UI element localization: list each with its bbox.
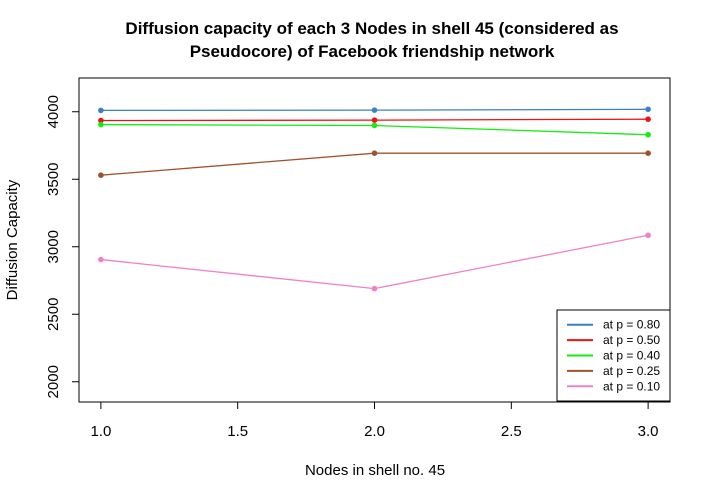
x-tick-label: 1.0	[90, 423, 111, 440]
data-point	[98, 121, 104, 128]
data-point	[98, 172, 104, 178]
data-point	[371, 150, 378, 156]
data-point	[371, 107, 378, 113]
y-axis: 2000 2500 3000 3500 4000	[45, 95, 80, 398]
y-tick-label: 2500	[45, 298, 62, 331]
x-axis: 1.0 1.5 2.0 2.5 3.0	[90, 401, 659, 440]
data-point	[645, 106, 651, 113]
data-point	[645, 150, 651, 156]
legend-label: at p = 0.50	[603, 333, 660, 347]
legend-label: at p = 0.25	[603, 364, 660, 378]
data-point	[371, 285, 378, 292]
data-point	[645, 116, 651, 122]
y-tick-label: 2000	[45, 365, 62, 398]
data-point	[645, 232, 651, 239]
data-point	[371, 117, 378, 123]
data-point	[98, 117, 104, 124]
data-point	[645, 131, 651, 138]
series-1	[98, 116, 651, 124]
x-axis-label: Nodes in shell no. 45	[305, 462, 445, 479]
chart-title-line-1: Diffusion capacity of each 3 Nodes in sh…	[125, 19, 618, 38]
legend-label: at p = 0.40	[603, 349, 660, 363]
x-tick-label: 3.0	[638, 423, 659, 440]
series-0	[98, 106, 651, 114]
series-line	[100, 234, 649, 290]
y-tick-label: 3500	[45, 163, 62, 196]
data-point	[371, 122, 378, 129]
legend-label: at p = 0.80	[603, 318, 660, 332]
legend-label: at p = 0.10	[603, 379, 660, 393]
data-point	[98, 107, 104, 114]
y-axis-label: Diffusion Capacity	[4, 179, 21, 300]
data-point	[98, 256, 104, 263]
x-tick-label: 1.5	[227, 423, 248, 440]
x-tick-label: 2.5	[501, 423, 522, 440]
y-tick-label: 3000	[45, 230, 62, 263]
x-tick-label: 2.0	[364, 423, 385, 440]
series-4	[98, 232, 651, 292]
series-3	[98, 150, 651, 178]
series-line	[100, 152, 649, 176]
series-2	[98, 121, 651, 138]
chart-title-line-2: Pseudocore) of Facebook friendship netwo…	[190, 42, 555, 61]
series-layer	[98, 106, 651, 292]
y-tick-label: 4000	[45, 95, 62, 128]
